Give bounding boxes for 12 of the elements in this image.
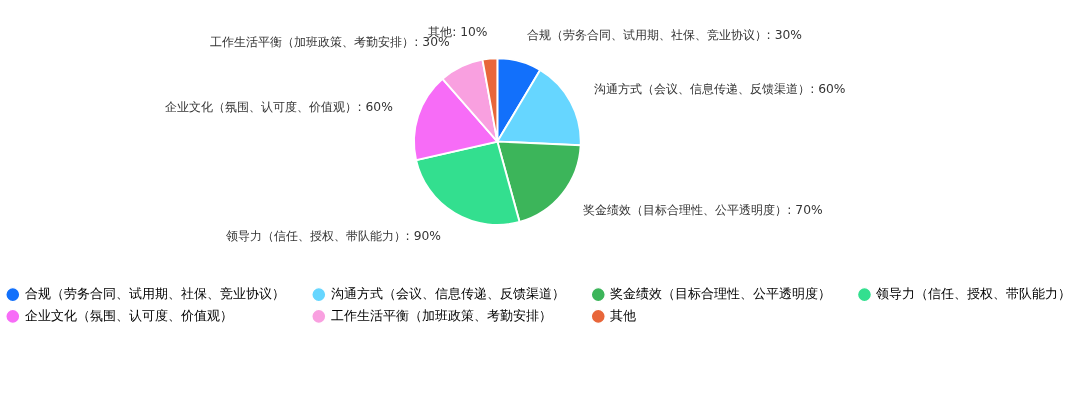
category-label: 企业文化（氛围、认可度、价值观）: 60% (165, 100, 393, 115)
category-label: 奖金绩效（目标合理性、公平透明度）: 70% (583, 202, 823, 217)
category-label: 领导力（信任、授权、带队能力）: 90% (225, 228, 441, 243)
legend-label: 奖金绩效（目标合理性、公平透明度） (610, 286, 832, 302)
legend-label: 其他 (610, 308, 637, 324)
category-label: 合规（劳务合同、试用期、社保、竞业协议）: 30% (526, 28, 802, 43)
legend-label: 沟通方式（会议、信息传递、反馈渠道） (330, 286, 565, 302)
category-label: 沟通方式（会议、信息传递、反馈渠道）: 60% (594, 82, 846, 97)
legend-label: 工作生活平衡（加班政策、考勤安排） (330, 308, 552, 324)
legend-label: 合规（劳务合同、试用期、社保、竞业协议） (24, 286, 285, 302)
legend-label: 企业文化（氛围、认可度、价值观） (24, 308, 233, 324)
legend-label: 领导力（信任、授权、带队能力） (876, 286, 1072, 302)
